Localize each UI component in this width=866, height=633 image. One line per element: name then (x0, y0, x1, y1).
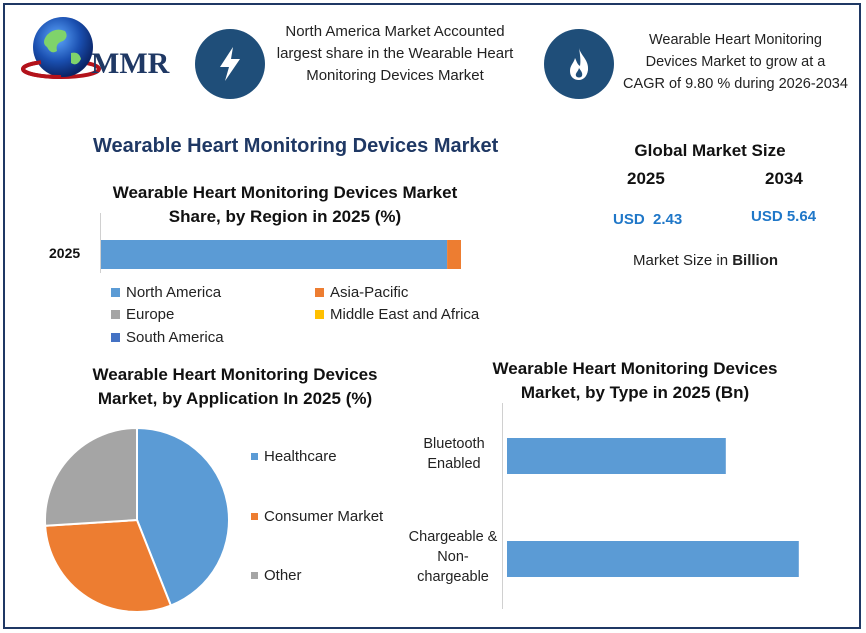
north-america-blurb: North America Market Accounted largest s… (276, 23, 514, 84)
pie-slice-other (44, 426, 138, 527)
region-legend-south-america: South America (111, 329, 224, 346)
type-bar-1 (507, 438, 726, 474)
market-size-title: Global Market Size (634, 141, 786, 160)
type-chart-axis (502, 403, 503, 609)
region-bar-segment-2 (447, 240, 461, 269)
pie-slice-healthcare (136, 426, 230, 607)
legend-swatch (111, 333, 120, 342)
legend-label: Middle East and Africa (330, 306, 480, 323)
type-category-chargeable: Chargeable & Non-chargeable (408, 529, 498, 585)
region-legend-north-america: North America (111, 284, 221, 301)
region-chart-title: Wearable Heart Monitoring Devices Market… (85, 181, 485, 229)
market-size-year-2034: 2034 (765, 169, 803, 188)
type-chart-title-text: Wearable Heart Monitoring Devices Market… (492, 359, 778, 402)
pie-legend-other: Other (251, 567, 302, 584)
region-legend-asia-pacific: Asia-Pacific (315, 284, 408, 301)
market-size-note-unit: Billion (732, 252, 779, 269)
infographic-frame: MMR North America Market Accounted large… (3, 3, 861, 629)
application-chart-title-text: Wearable Heart Monitoring Devices Market… (92, 365, 378, 408)
legend-label: Europe (126, 306, 175, 323)
legend-swatch (251, 453, 258, 460)
market-size-value-2025: USD 2.43 (613, 211, 683, 228)
pie-legend-consumer-market: Consumer Market (251, 508, 383, 525)
legend-swatch (315, 288, 324, 297)
legend-label: Consumer Market (264, 508, 384, 525)
legend-label: Other (264, 567, 302, 584)
legend-swatch (251, 572, 258, 579)
legend-swatch (315, 310, 324, 319)
region-chart-axis (100, 213, 101, 273)
market-size-note: Market Size in Billion (633, 252, 778, 269)
region-legend-mea: Middle East and Africa (315, 306, 479, 323)
region-legend-europe: Europe (111, 306, 174, 323)
legend-label: North America (126, 284, 222, 301)
market-size-value-2034: USD 5.64 (751, 208, 817, 225)
region-bar-segment-1 (101, 240, 448, 269)
logo-text: MMR (91, 47, 170, 80)
mmr-logo: MMR (19, 13, 179, 85)
type-chart-title: Wearable Heart Monitoring Devices Market… (475, 357, 795, 405)
market-size-year-2025: 2025 (627, 169, 665, 188)
pie-legend-healthcare: Healthcare (251, 448, 337, 465)
application-pie-chart (44, 426, 230, 613)
region-category-label: 2025 (49, 245, 81, 261)
pie-slice-consumer-market (44, 518, 173, 613)
region-stacked-bar (101, 240, 461, 269)
legend-label: Healthcare (264, 448, 337, 465)
cagr-blurb: Wearable Heart Monitoring Devices Market… (623, 32, 848, 92)
legend-swatch (251, 513, 258, 520)
application-chart-title: Wearable Heart Monitoring Devices Market… (75, 363, 395, 411)
legend-label: South America (126, 329, 224, 346)
legend-swatch (111, 288, 120, 297)
legend-swatch (111, 310, 120, 319)
main-title: Wearable Heart Monitoring Devices Market (93, 135, 499, 157)
legend-label: Asia-Pacific (330, 284, 409, 301)
market-size-note-prefix: Market Size in (633, 252, 733, 269)
type-category-bluetooth: Bluetooth Enabled (423, 436, 485, 472)
lightning-bolt-icon (195, 29, 265, 99)
type-bar-2 (507, 541, 799, 577)
region-chart-title-text: Wearable Heart Monitoring Devices Market… (112, 183, 458, 226)
flame-icon (544, 29, 614, 99)
type-bar-chart (507, 438, 799, 577)
